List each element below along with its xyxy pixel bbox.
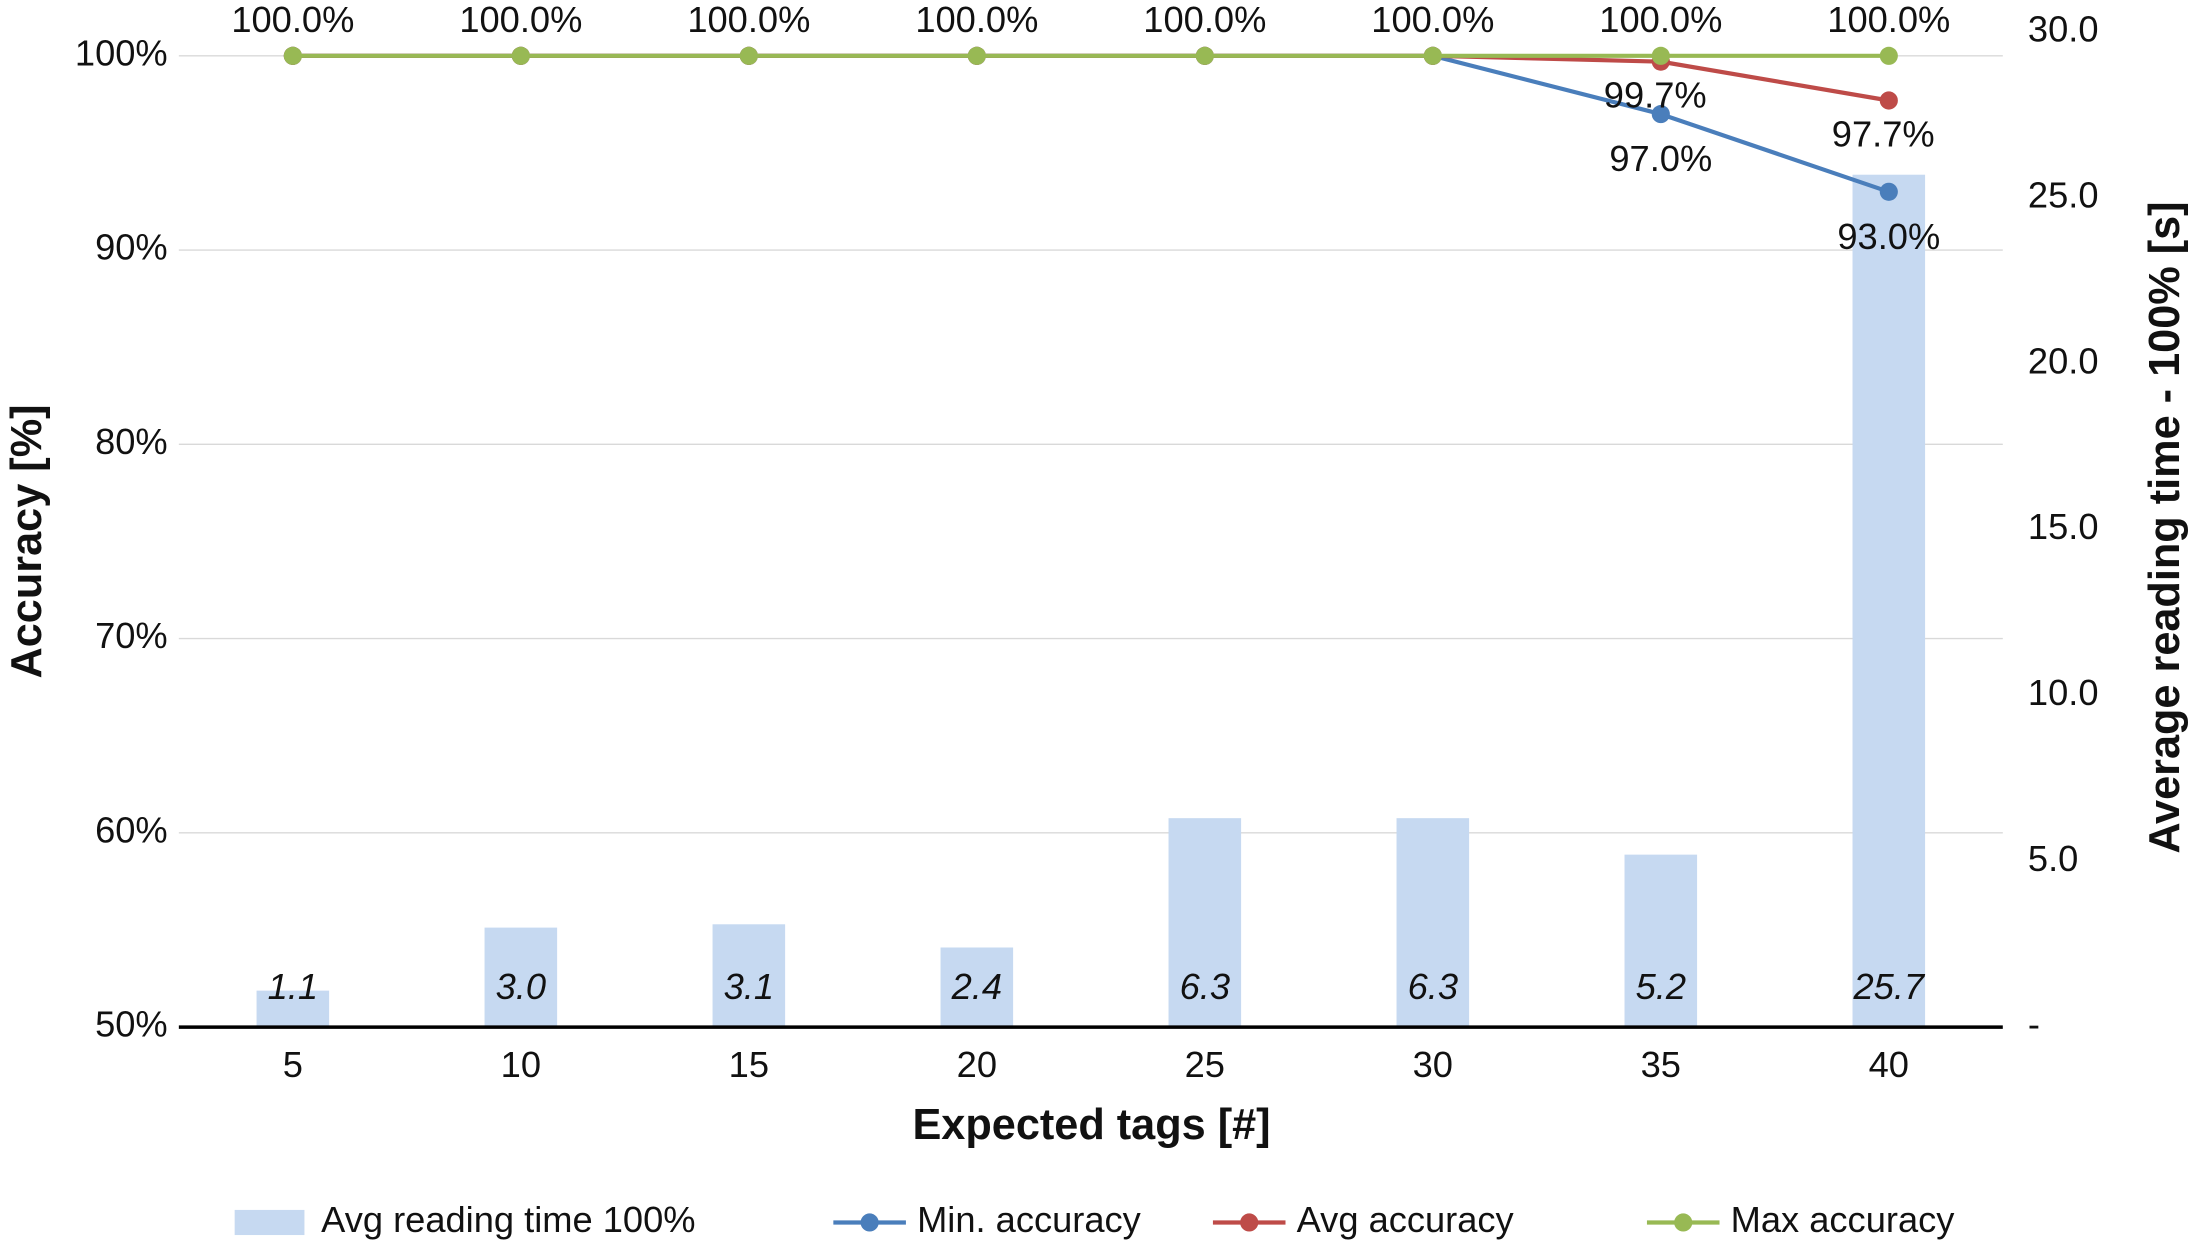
legend-swatch [1674,1213,1693,1232]
legend-label: Avg accuracy [1297,1199,1515,1240]
legend-swatch [1240,1213,1259,1232]
bar-value-label: 3.0 [496,966,546,1007]
x-axis-title: Expected tags [#] [912,1101,1270,1149]
y2-tick-label: 20.0 [2028,340,2099,381]
point-value-label: 100.0% [1143,0,1266,40]
point [1651,105,1670,124]
y2-axis-title: Average reading time - 100% [s] [2141,201,2189,853]
legend-label: Avg reading time 100% [321,1199,695,1240]
point-value-label: 93.0% [1837,216,1940,257]
point [1195,46,1214,65]
bar-value-label: 6.3 [1180,966,1230,1007]
bar [712,924,786,1028]
legend-swatch [860,1213,879,1232]
x-tick-label: 25 [1185,1044,1225,1085]
point-value-label: 99.7% [1604,75,1707,116]
bar [940,947,1014,1028]
bar-value-label: 5.2 [1636,966,1686,1007]
bar [256,990,330,1028]
legend-swatch [234,1209,305,1236]
bar-value-label: 3.1 [724,966,774,1007]
y-tick-label: 50% [95,1004,168,1045]
y2-tick-label: 10.0 [2028,672,2099,713]
x-tick-label: 20 [957,1044,997,1085]
legend-label: Min. accuracy [917,1199,1142,1240]
y-tick-label: 70% [95,615,168,656]
point-value-label: 100.0% [1827,0,1950,40]
point-value-label: 100.0% [459,0,582,40]
y2-tick-label: - [2028,1004,2040,1045]
point [1879,182,1898,201]
point [739,46,758,65]
point [1879,46,1898,65]
point-value-label: 100.0% [687,0,810,40]
bar [1852,174,1926,1028]
point [1423,46,1442,65]
point-value-label: 97.7% [1832,113,1935,154]
x-tick-label: 15 [729,1044,769,1085]
point [1879,91,1898,110]
point-value-label: 97.0% [1609,138,1712,179]
bar [1168,818,1242,1028]
y-tick-label: 60% [95,809,168,850]
bar-value-label: 1.1 [268,966,318,1007]
point [1651,46,1670,65]
grid [178,55,2003,834]
bar-value-label: 2.4 [951,966,1002,1007]
bar [484,927,558,1028]
point [511,46,530,65]
bar [1624,854,1698,1028]
point [283,46,302,65]
bar-value-label: 6.3 [1408,966,1458,1007]
y-tick-label: 80% [95,421,168,462]
y2-tick-label: 15.0 [2028,506,2099,547]
bars [256,174,1926,1028]
x-tick-label: 10 [501,1044,541,1085]
y2-tick-label: 5.0 [2028,838,2078,879]
x-tick-label: 5 [283,1044,303,1085]
point-value-label: 100.0% [1371,0,1494,40]
y2-tick-label: 30.0 [2028,9,2099,50]
x-tick-label: 30 [1413,1044,1453,1085]
point-value-label: 100.0% [231,0,354,40]
y2-tick-label: 25.0 [2028,175,2099,216]
x-tick-label: 35 [1641,1044,1681,1085]
legend-label: Max accuracy [1731,1199,1956,1240]
point-value-label: 100.0% [915,0,1038,40]
x-tick-label: 40 [1869,1044,1909,1085]
bar [1396,818,1470,1028]
point [967,46,986,65]
y-tick-label: 90% [95,227,168,268]
point-value-label: 100.0% [1599,0,1722,40]
y-tick-label: 100% [75,32,168,73]
bar-value-label: 25.7 [1853,966,1926,1007]
y-axis-title: Accuracy [%] [3,404,51,678]
